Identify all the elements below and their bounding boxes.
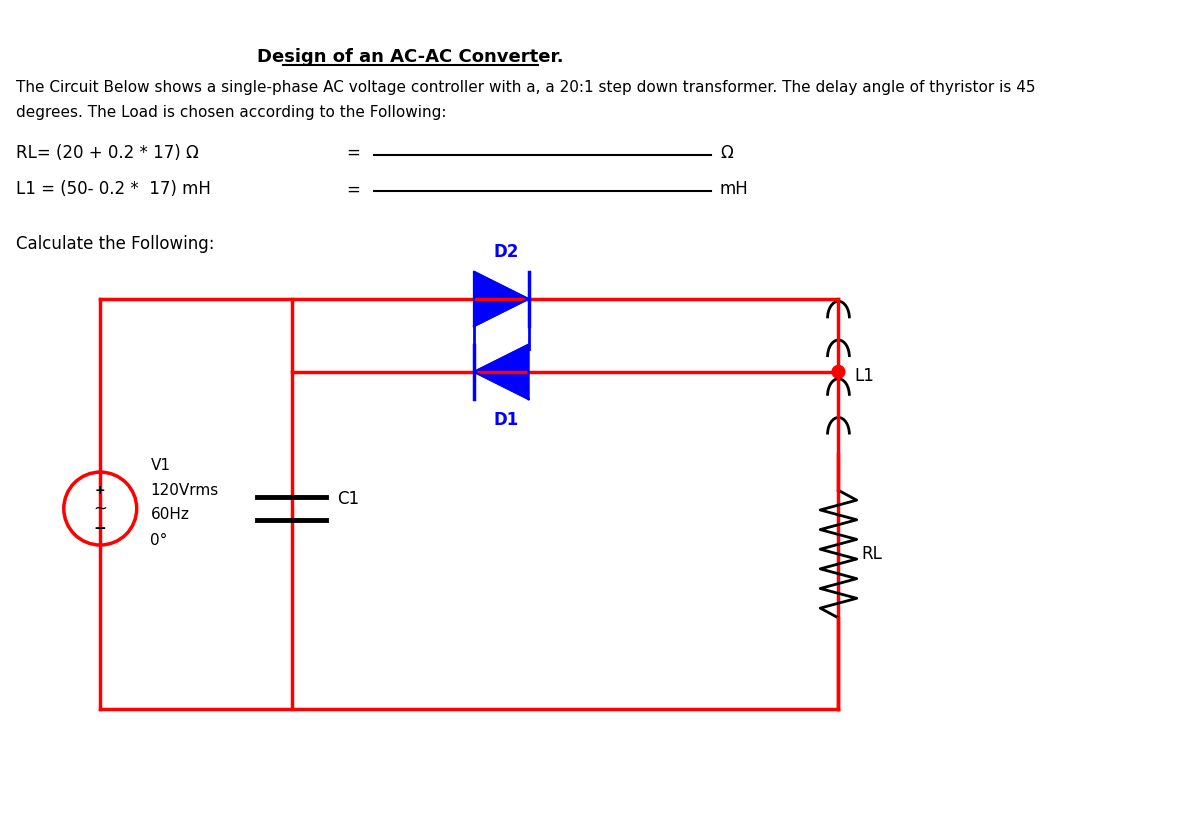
Text: −: − xyxy=(94,521,107,536)
Text: degrees. The Load is chosen according to the Following:: degrees. The Load is chosen according to… xyxy=(17,105,446,120)
Text: Design of an AC-AC Converter.: Design of an AC-AC Converter. xyxy=(257,49,564,67)
Text: 120Vrms: 120Vrms xyxy=(150,483,218,498)
Text: ~: ~ xyxy=(94,500,107,518)
Text: 0°: 0° xyxy=(150,533,168,548)
Text: D2: D2 xyxy=(493,243,518,261)
Text: L1 = (50- 0.2 *  17) mH: L1 = (50- 0.2 * 17) mH xyxy=(17,180,211,198)
Text: mH: mH xyxy=(720,180,749,198)
Text: 60Hz: 60Hz xyxy=(150,508,190,523)
Text: =: = xyxy=(347,180,360,198)
Text: +: + xyxy=(95,484,106,497)
Text: RL= (20 + 0.2 * 17) Ω: RL= (20 + 0.2 * 17) Ω xyxy=(17,144,199,162)
Circle shape xyxy=(832,365,845,379)
Text: RL: RL xyxy=(862,545,882,563)
Text: C1: C1 xyxy=(337,491,359,509)
Polygon shape xyxy=(474,272,528,326)
Text: The Circuit Below shows a single-phase AC voltage controller with a, a 20:1 step: The Circuit Below shows a single-phase A… xyxy=(17,80,1036,95)
Text: Calculate the Following:: Calculate the Following: xyxy=(17,235,215,253)
Text: =: = xyxy=(347,144,360,162)
Polygon shape xyxy=(474,345,528,399)
Text: V1: V1 xyxy=(150,458,170,473)
Text: D1: D1 xyxy=(493,411,518,429)
Text: L1: L1 xyxy=(854,367,875,385)
Text: Ω: Ω xyxy=(720,144,733,162)
